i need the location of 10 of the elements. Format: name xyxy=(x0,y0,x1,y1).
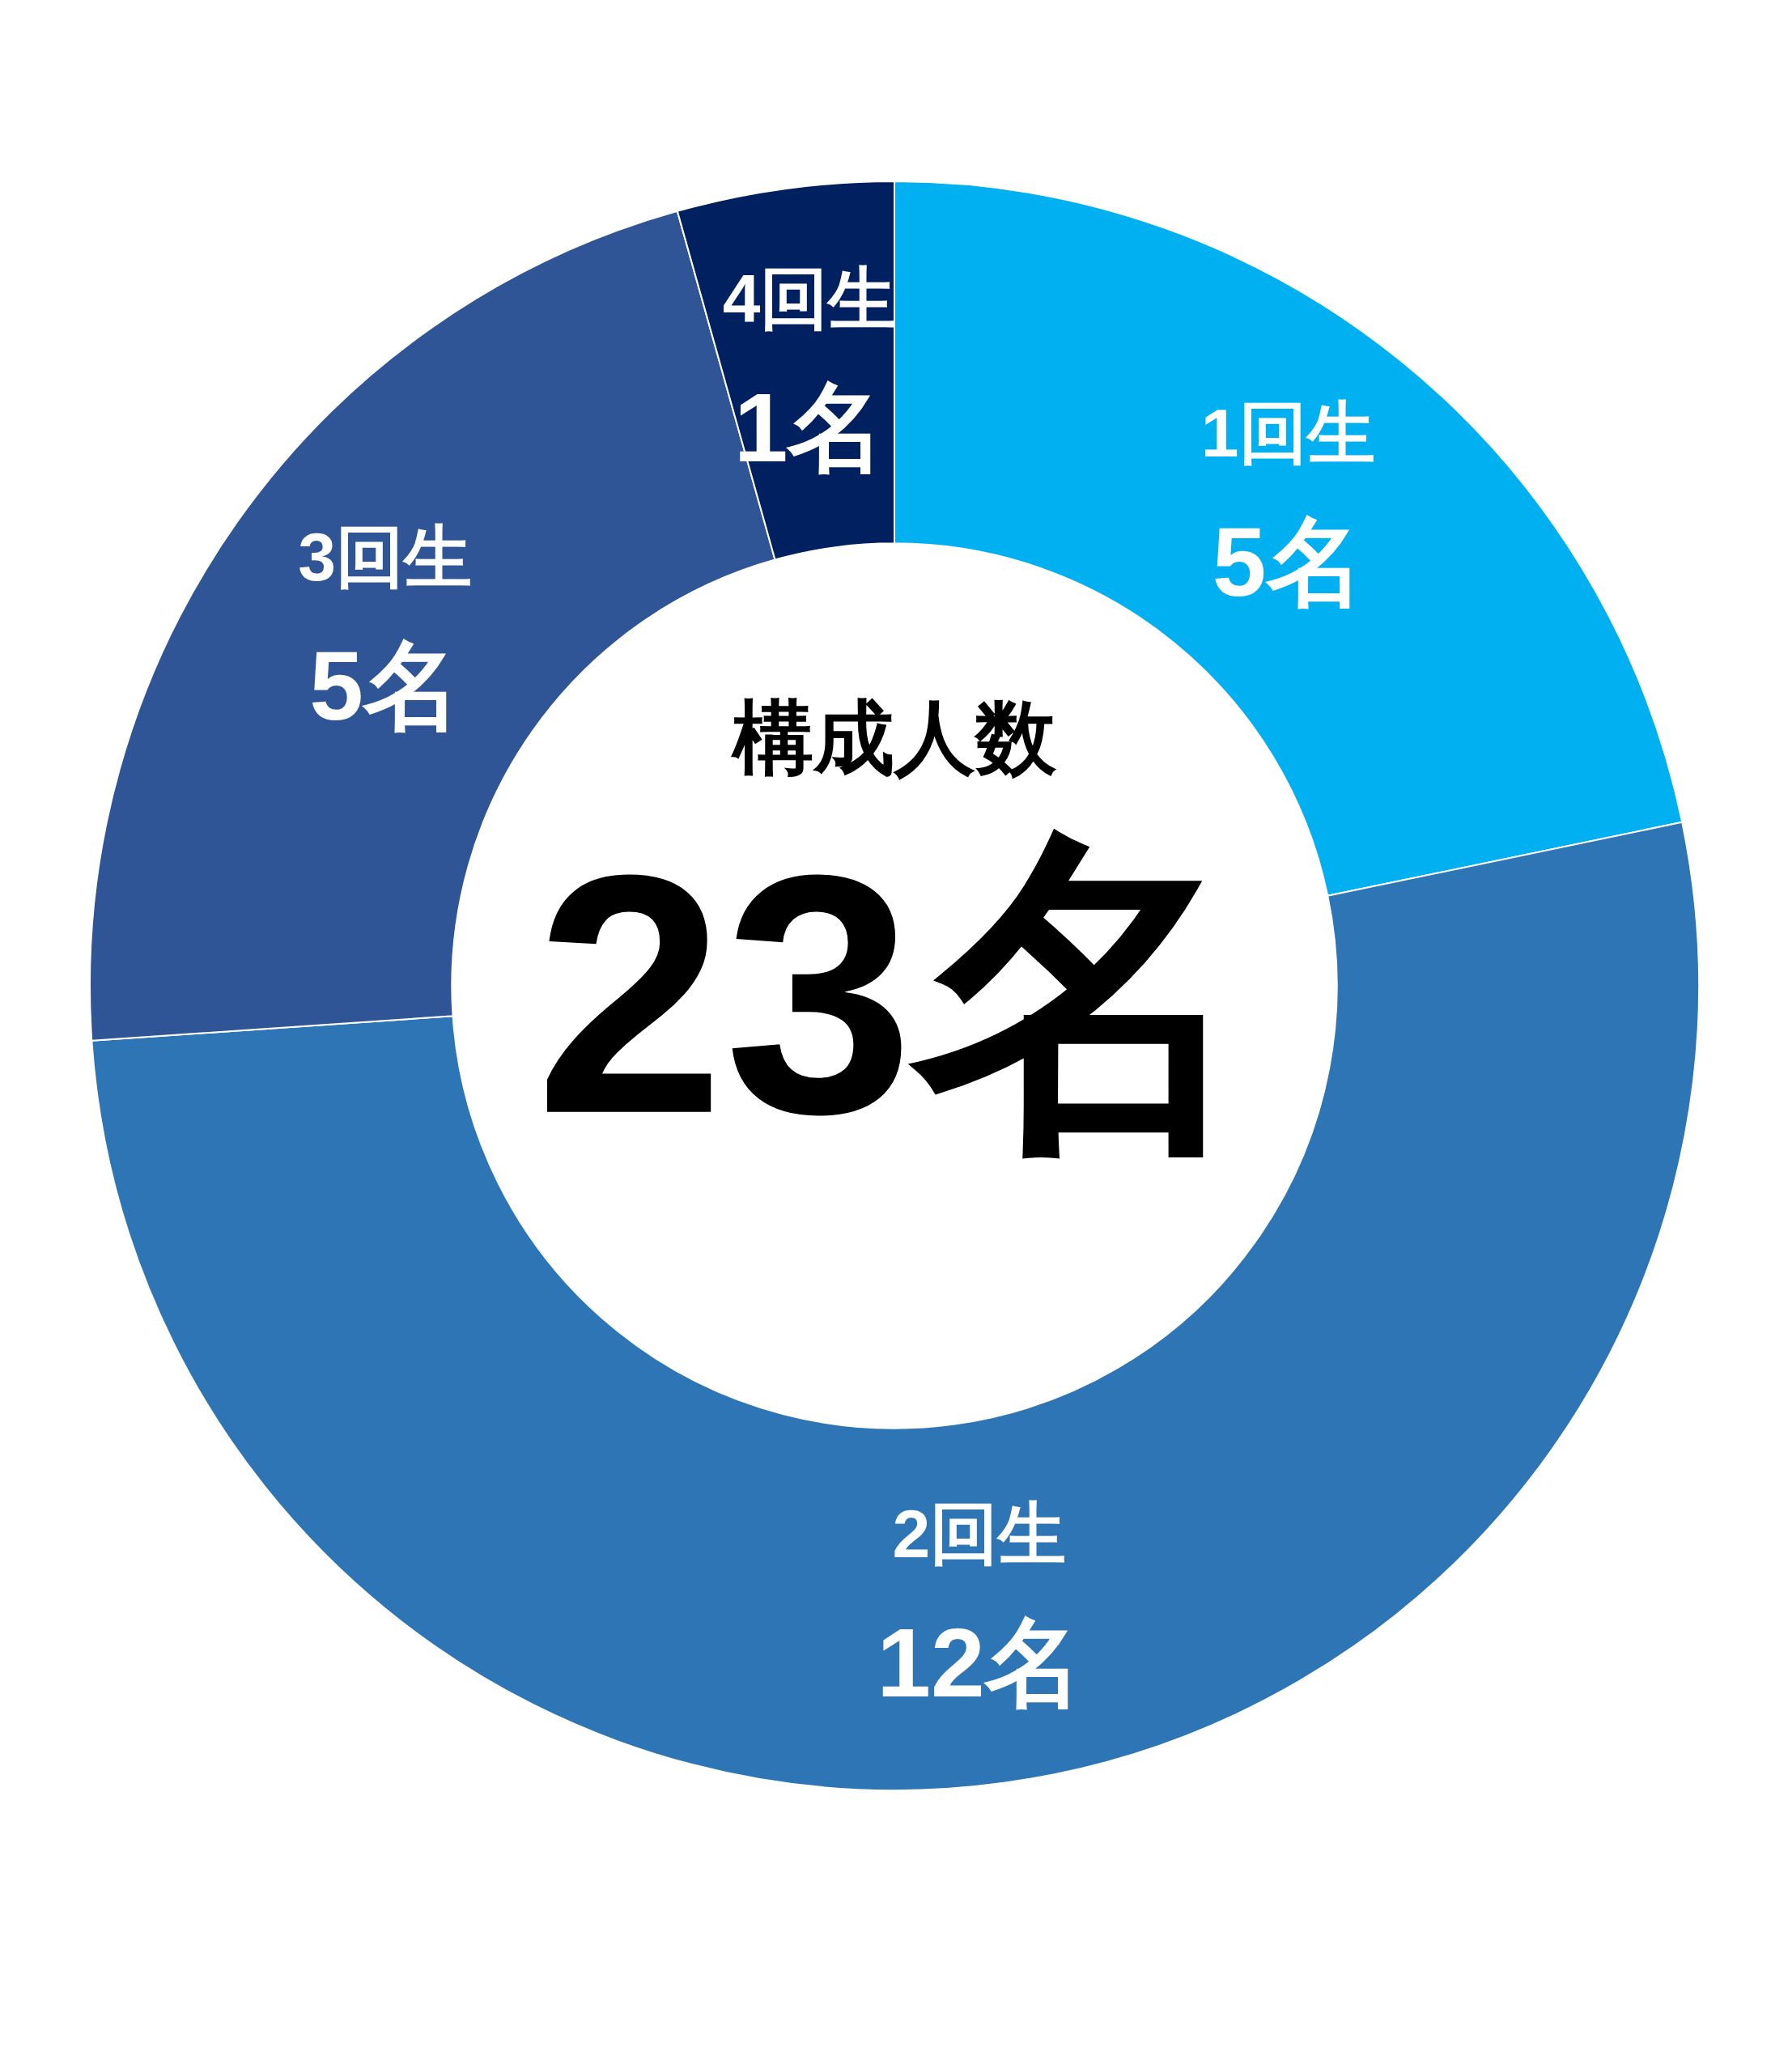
data-label: 5名 xyxy=(309,631,461,740)
slice-label: 1回生 xyxy=(1200,394,1375,471)
data-label: 5名 xyxy=(1212,507,1364,616)
slice-label: 3回生 xyxy=(298,518,473,595)
text: 23名 xyxy=(535,804,1254,1184)
data-label: 12名 xyxy=(877,1608,1082,1717)
text: 構成人数 xyxy=(730,691,1057,783)
slice-label: 2回生 xyxy=(892,1496,1067,1573)
data-label: 1名 xyxy=(733,372,886,482)
slice-label: 4回生 xyxy=(722,260,897,337)
